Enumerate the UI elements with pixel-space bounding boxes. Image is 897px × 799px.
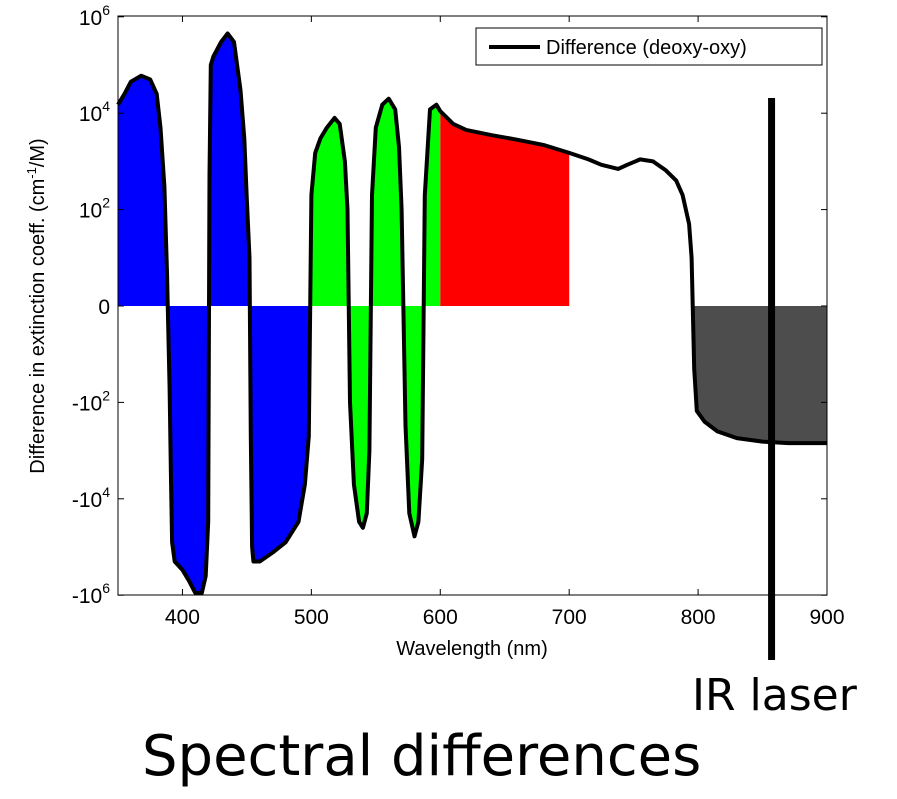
- x-tick-label: 400: [165, 606, 200, 629]
- legend: Difference (deoxy-oxy): [475, 27, 823, 66]
- x-tick-label: 500: [294, 606, 329, 629]
- x-tick-label: 800: [681, 606, 716, 629]
- caption-title: Spectral differences: [142, 724, 702, 789]
- legend-label: Difference (deoxy-oxy): [546, 37, 747, 59]
- x-tick-label: 600: [423, 606, 458, 629]
- y-tick-label: 102: [79, 195, 110, 223]
- y-tick-label: -106: [72, 580, 110, 608]
- y-tick-label: 0: [98, 296, 110, 319]
- shaded-region-gray: [694, 306, 827, 444]
- shaded-region-red: [440, 111, 570, 306]
- y-tick-label: -104: [72, 484, 110, 512]
- x-axis-label: Wavelength (nm): [396, 638, 548, 660]
- shaded-region-green: [311, 98, 441, 537]
- y-tick-label: 106: [79, 2, 110, 30]
- shaded-region-blue: [118, 33, 312, 593]
- y-tick-label: 104: [79, 98, 110, 126]
- x-tick-label: 700: [552, 606, 587, 629]
- y-axis-label: Difference in extinction coeff. (cm-1/M): [24, 138, 49, 473]
- x-tick-label: 900: [809, 606, 844, 629]
- series-line-difference: [116, 31, 827, 595]
- ir-laser-label: IR laser: [692, 670, 857, 721]
- y-tick-label: -102: [72, 387, 110, 415]
- shaded-regions: [118, 33, 827, 593]
- axes: 400 500 600 700 800 900 -106 -104 -102 0 102 104 106: [72, 2, 845, 629]
- series-layer: [116, 31, 827, 595]
